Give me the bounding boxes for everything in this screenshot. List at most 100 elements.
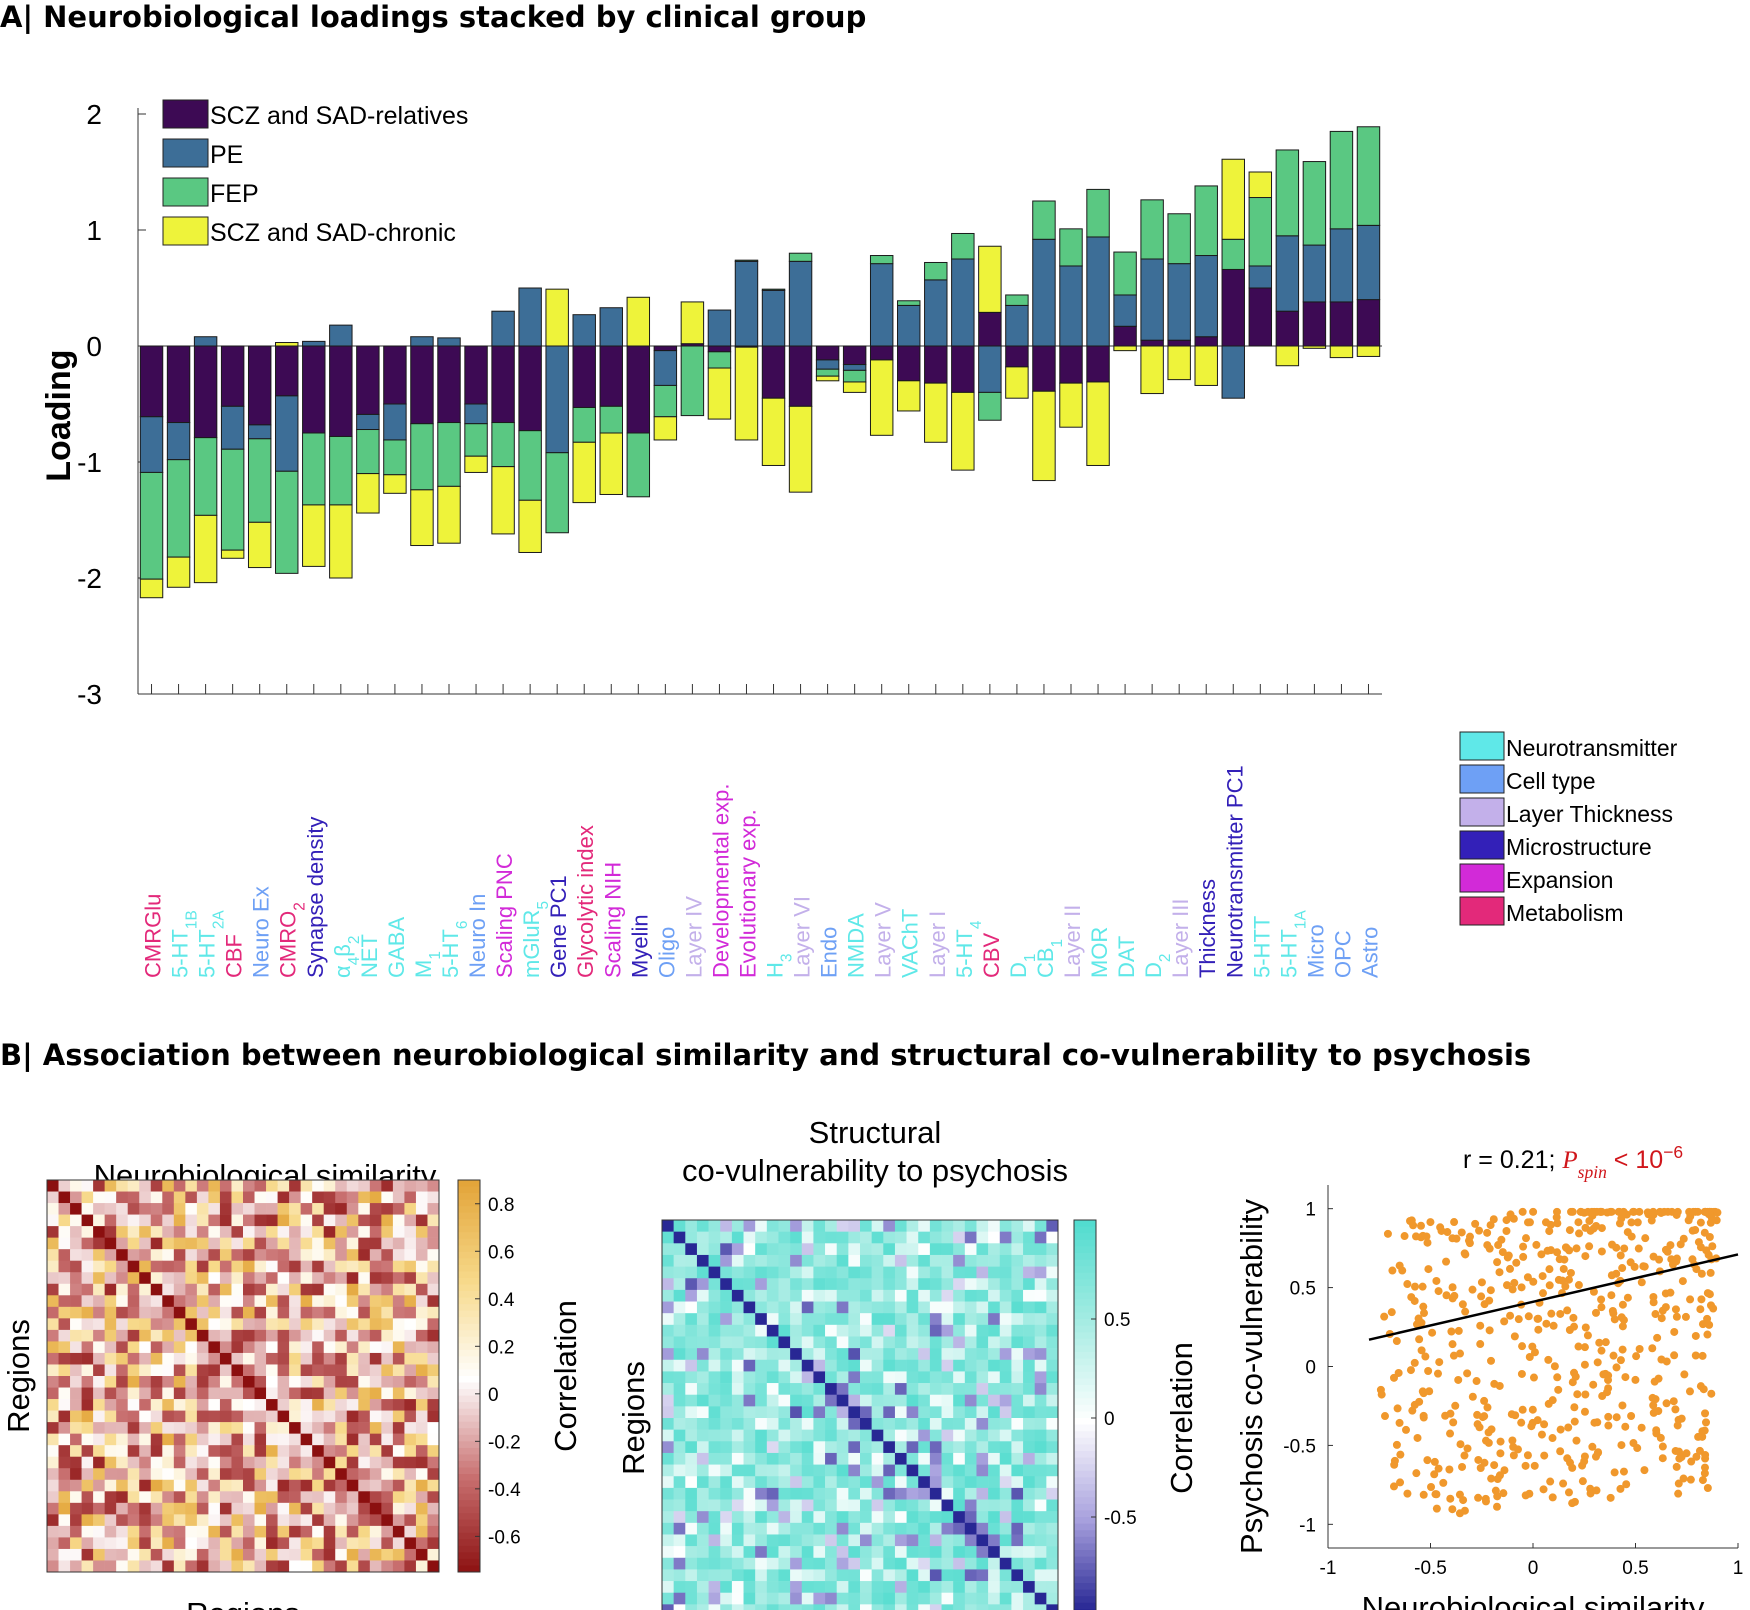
heatmap-cell	[70, 1191, 82, 1204]
heatmap-cell	[976, 1511, 989, 1524]
heatmap-cell	[988, 1383, 1001, 1396]
heatmap-cell	[415, 1560, 428, 1573]
heatmap-cell	[404, 1272, 417, 1285]
heatmap-cell	[427, 1548, 440, 1561]
heatmap-cell	[1034, 1487, 1047, 1500]
heatmap-cell	[778, 1348, 791, 1361]
colorbar-segment	[1074, 1437, 1096, 1445]
heatmap-cell	[953, 1487, 966, 1500]
heatmap-cell	[848, 1348, 861, 1361]
heatmap-cell	[254, 1445, 267, 1458]
bar-segment	[1329, 130, 1354, 230]
heatmap-cell	[1034, 1499, 1047, 1512]
heatmap-cell	[139, 1502, 152, 1515]
scatter-point	[1554, 1275, 1563, 1284]
heatmap-cell	[836, 1278, 849, 1291]
heatmap-cell	[860, 1522, 872, 1535]
heatmap-cell	[312, 1295, 325, 1308]
heatmap-cell	[720, 1220, 733, 1232]
heatmap-cell	[93, 1560, 105, 1573]
heatmap-cell	[1034, 1324, 1047, 1337]
heatmap-cell	[58, 1260, 71, 1273]
heatmap-cell	[860, 1359, 872, 1372]
heatmap-cell	[976, 1464, 989, 1477]
heatmap-cell	[289, 1295, 301, 1308]
heatmap-cell	[150, 1445, 163, 1458]
heatmap-cell	[427, 1191, 440, 1204]
colorbar-segment	[1074, 1510, 1096, 1518]
heatmap-cell	[104, 1295, 117, 1308]
heatmap-cell	[953, 1359, 966, 1372]
heatmap-cell	[836, 1243, 849, 1256]
heatmap-cell	[999, 1534, 1012, 1547]
scatter-point	[1580, 1457, 1589, 1466]
heatmap-cell	[392, 1491, 405, 1504]
heatmap-cell	[964, 1336, 977, 1349]
heatmap-cell	[346, 1226, 359, 1238]
x-category-label: Layer IV	[681, 896, 706, 978]
heatmap-cell	[755, 1476, 768, 1489]
heatmap-cell	[70, 1272, 82, 1285]
x-category-label: 5-HTT	[1249, 916, 1274, 978]
scatter-y-label: Psychosis co-vulnerability	[1234, 1199, 1269, 1554]
heatmap-cell	[415, 1537, 428, 1550]
heatmap-cell	[231, 1456, 244, 1469]
heatmap-cell	[104, 1180, 117, 1192]
scatter-point	[1380, 1312, 1389, 1321]
scatter-point	[1395, 1418, 1404, 1427]
heatmap-cell	[381, 1514, 394, 1527]
heatmap-cell	[266, 1525, 278, 1538]
heatmap-cell	[766, 1383, 779, 1396]
colorbar-segment	[1074, 1352, 1096, 1360]
heatmap-cell	[219, 1352, 232, 1365]
heatmap-cell	[358, 1376, 371, 1388]
heatmap-cell	[743, 1371, 756, 1384]
heatmap-cell	[289, 1306, 301, 1319]
heatmap-cell	[825, 1220, 838, 1232]
heatmap-cell	[1034, 1464, 1047, 1477]
heatmap-cell	[196, 1433, 209, 1446]
heatmap-cell	[696, 1394, 709, 1407]
heatmap-cell	[231, 1548, 244, 1561]
heatmap-cell	[335, 1399, 348, 1411]
heatmap-cell	[231, 1306, 244, 1319]
correlation-annotation: r = 0.21; Pspin < 10−6	[1463, 1142, 1683, 1182]
heatmap-cell	[778, 1324, 791, 1337]
heatmap-cell	[150, 1364, 163, 1377]
heatmap-cell	[1011, 1278, 1024, 1291]
heatmap-cell	[673, 1301, 686, 1314]
heatmap-cell	[755, 1511, 768, 1524]
heatmap-cell	[999, 1557, 1012, 1570]
heatmap-cell	[185, 1352, 198, 1365]
heatmap-cell	[312, 1548, 325, 1561]
heatmap-cell	[81, 1272, 94, 1285]
heatmap-cell	[848, 1313, 861, 1326]
heatmap-cell	[743, 1592, 756, 1605]
heatmap-cell	[953, 1289, 966, 1302]
heatmap-cell	[871, 1511, 884, 1524]
heatmap-cell	[662, 1581, 674, 1594]
heatmap-cell	[196, 1283, 209, 1296]
heatmap-cell	[743, 1429, 756, 1442]
heatmap-cell	[1046, 1534, 1059, 1547]
scatter-point	[1448, 1340, 1457, 1349]
heatmap-cell	[254, 1306, 267, 1319]
heatmap-cell	[58, 1468, 71, 1481]
scatter-point	[1580, 1343, 1589, 1352]
heatmap-cell	[1034, 1581, 1047, 1594]
heatmap-cell	[196, 1445, 209, 1458]
bar-segment	[275, 470, 299, 574]
heatmap-cell	[813, 1348, 826, 1361]
heatmap-cell	[941, 1359, 954, 1372]
heatmap-cell	[162, 1180, 175, 1192]
heatmap-cell	[1034, 1557, 1047, 1570]
heatmap-cell	[266, 1364, 278, 1377]
heatmap-cell	[47, 1491, 59, 1504]
colorbar-segment	[458, 1428, 480, 1436]
scatter-y-tick-label: 0	[1305, 1358, 1316, 1379]
scatter-point	[1487, 1474, 1496, 1483]
heatmap-cell	[93, 1537, 105, 1550]
heatmap-cell	[58, 1433, 71, 1446]
heatmap-cell	[312, 1525, 325, 1538]
heatmap-cell	[778, 1289, 791, 1302]
